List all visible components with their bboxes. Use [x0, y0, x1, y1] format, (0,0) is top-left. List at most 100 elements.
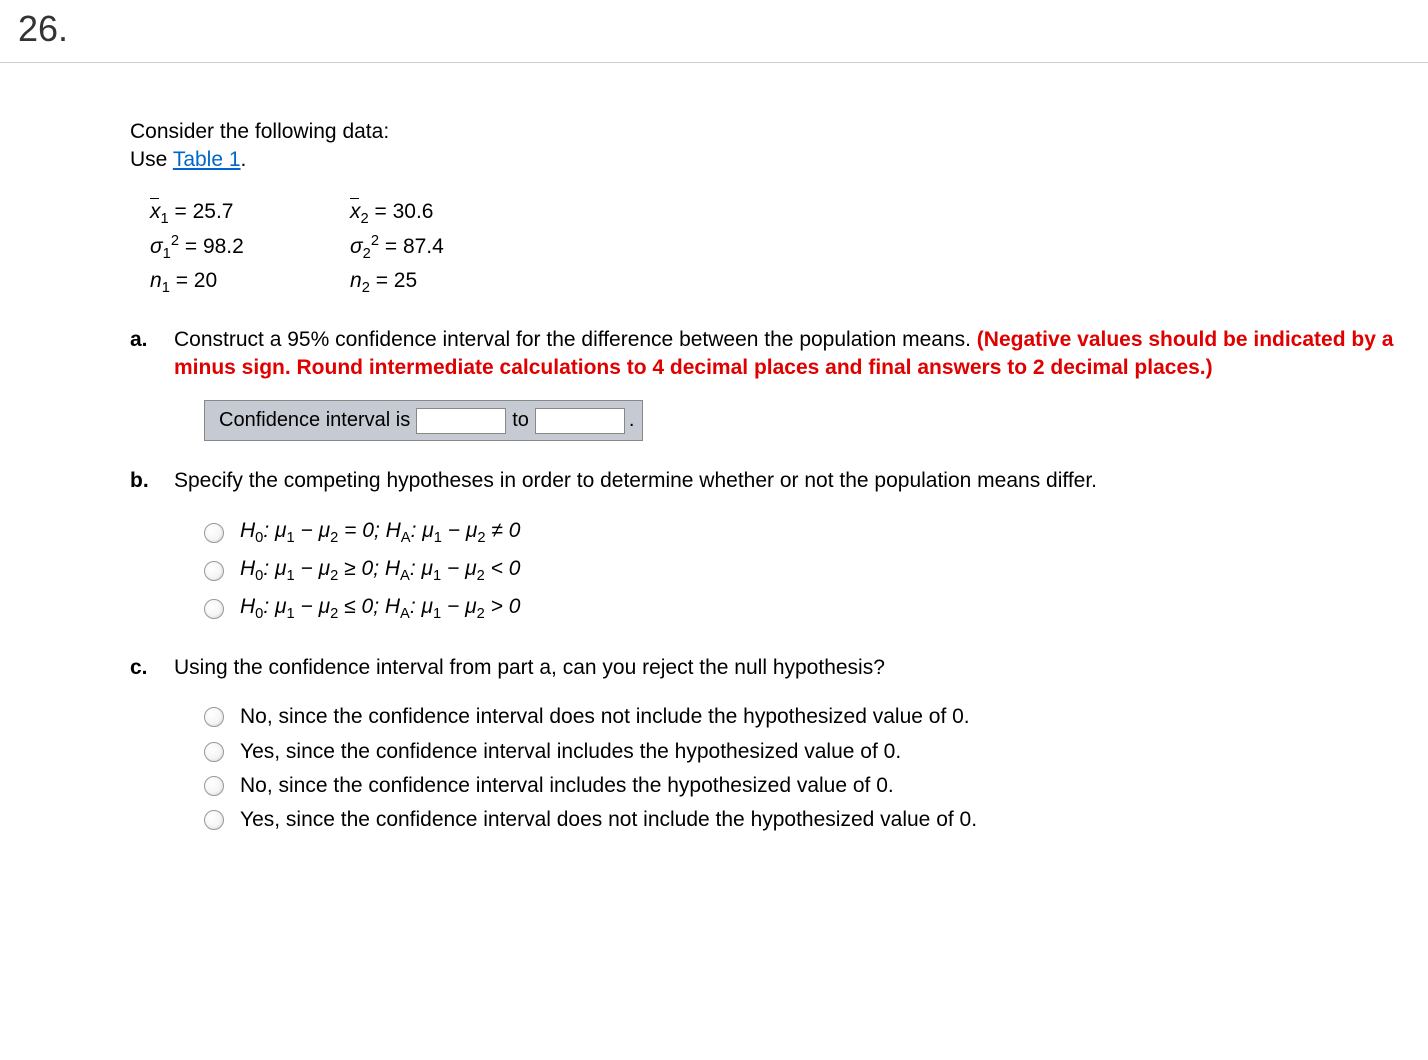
sigma2-sub: 2	[363, 246, 371, 262]
mu2b-sub: 2	[477, 530, 485, 546]
sigma1-base: σ	[150, 235, 163, 258]
mu1-sub: 1	[287, 530, 295, 546]
xbar1-sub: 1	[161, 211, 169, 227]
part-c-marker: c.	[130, 654, 174, 838]
minus2: −	[441, 595, 465, 618]
radio-icon[interactable]	[204, 599, 224, 619]
mu1b: μ	[422, 557, 434, 580]
h0: H	[240, 595, 255, 618]
sigma1-val: = 98.2	[179, 235, 244, 258]
ha: H	[385, 595, 400, 618]
part-c-option-1[interactable]: No, since the confidence interval does n…	[204, 700, 1410, 734]
radio-icon[interactable]	[204, 707, 224, 727]
mu2b-sub: 2	[477, 606, 485, 622]
part-b-option-1[interactable]: H0: μ1 − μ2 = 0; HA: μ1 − μ2 ≠ 0	[204, 514, 1410, 552]
part-b: b. Specify the competing hypotheses in o…	[130, 467, 1410, 627]
n1-sub: 1	[162, 280, 170, 296]
n2-val: = 25	[370, 269, 417, 292]
radio-icon[interactable]	[204, 523, 224, 543]
ha: H	[385, 557, 400, 580]
part-a: a. Construct a 95% confidence interval f…	[130, 326, 1410, 442]
mu2: μ	[319, 557, 331, 580]
ci-label: Confidence interval is	[213, 407, 416, 434]
mu2: μ	[319, 519, 331, 542]
mu1b-sub: 1	[434, 530, 442, 546]
question-number: 26.	[0, 0, 1428, 63]
colon: :	[263, 595, 275, 618]
colon2: :	[410, 595, 422, 618]
ci-to: to	[506, 407, 535, 434]
mu1: μ	[275, 519, 287, 542]
part-b-marker: b.	[130, 467, 174, 627]
mu2b: μ	[465, 595, 477, 618]
mu1: μ	[275, 595, 287, 618]
part-a-text: Construct a 95% confidence interval for …	[174, 328, 977, 351]
n2: n2 = 25	[350, 266, 550, 300]
n1: n1 = 20	[150, 266, 350, 300]
mu1b: μ	[422, 519, 434, 542]
radio-icon[interactable]	[204, 742, 224, 762]
sigma1sq: σ12 = 98.2	[150, 231, 350, 266]
question-content: Consider the following data: Use Table 1…	[0, 63, 1428, 894]
h0: H	[240, 557, 255, 580]
part-a-marker: a.	[130, 326, 174, 442]
sigma2sq: σ22 = 87.4	[350, 231, 550, 266]
part-b-option-2[interactable]: H0: μ1 − μ2 ≥ 0; HA: μ1 − μ2 < 0	[204, 552, 1410, 590]
n1-base: n	[150, 269, 162, 292]
mu2b: μ	[465, 557, 477, 580]
minus: −	[295, 519, 319, 542]
sigma2-base: σ	[350, 235, 363, 258]
xbar1: x1 = 25.7	[150, 197, 350, 231]
sigma1-sup: 2	[171, 233, 179, 249]
colon: :	[263, 519, 275, 542]
ha: H	[386, 519, 401, 542]
option-label: No, since the confidence interval does n…	[240, 703, 970, 731]
rel2: ≠ 0	[486, 519, 521, 542]
ha-sub: A	[400, 606, 410, 622]
minus: −	[295, 557, 319, 580]
mu2b-sub: 2	[477, 568, 485, 584]
rel1: ≤ 0;	[338, 595, 385, 618]
mu1b-sub: 1	[433, 568, 441, 584]
n2-sub: 2	[362, 280, 370, 296]
intro-use: Use	[130, 148, 173, 171]
part-c-option-2[interactable]: Yes, since the confidence interval inclu…	[204, 735, 1410, 769]
confidence-interval-box: Confidence interval is to .	[204, 400, 643, 441]
part-c-text: Using the confidence interval from part …	[174, 656, 885, 679]
rel2: > 0	[485, 595, 521, 618]
h0: H	[240, 519, 255, 542]
part-c-option-3[interactable]: No, since the confidence interval includ…	[204, 769, 1410, 803]
part-b-options: H0: μ1 − μ2 = 0; HA: μ1 − μ2 ≠ 0 H0: μ1 …	[204, 514, 1410, 628]
ci-lower-input[interactable]	[416, 408, 506, 434]
mu1-sub: 1	[287, 606, 295, 622]
xbar2-sub: 2	[361, 211, 369, 227]
rel2: < 0	[485, 557, 521, 580]
ha-sub: A	[401, 530, 411, 546]
radio-icon[interactable]	[204, 810, 224, 830]
mu1b-sub: 1	[433, 606, 441, 622]
colon: :	[263, 557, 275, 580]
mu2b: μ	[466, 519, 478, 542]
minus2: −	[442, 519, 466, 542]
ci-upper-input[interactable]	[535, 408, 625, 434]
intro-period: .	[241, 148, 247, 171]
sigma1-sub: 1	[163, 246, 171, 262]
part-c-options: No, since the confidence interval does n…	[204, 700, 1410, 837]
mu1b: μ	[422, 595, 434, 618]
option-label: Yes, since the confidence interval does …	[240, 806, 977, 834]
part-b-option-3[interactable]: H0: μ1 − μ2 ≤ 0; HA: μ1 − μ2 > 0	[204, 590, 1410, 628]
radio-icon[interactable]	[204, 776, 224, 796]
mu1-sub: 1	[287, 568, 295, 584]
ci-period: .	[625, 407, 635, 434]
n2-base: n	[350, 269, 362, 292]
xbar2-val: = 30.6	[369, 200, 434, 223]
part-c-option-4[interactable]: Yes, since the confidence interval does …	[204, 803, 1410, 837]
ha-sub: A	[400, 568, 410, 584]
radio-icon[interactable]	[204, 561, 224, 581]
option-label: No, since the confidence interval includ…	[240, 772, 894, 800]
colon2: :	[411, 519, 423, 542]
xbar2: x2 = 30.6	[350, 197, 550, 231]
mu1: μ	[275, 557, 287, 580]
table-1-link[interactable]: Table 1	[173, 148, 241, 171]
colon2: :	[410, 557, 422, 580]
